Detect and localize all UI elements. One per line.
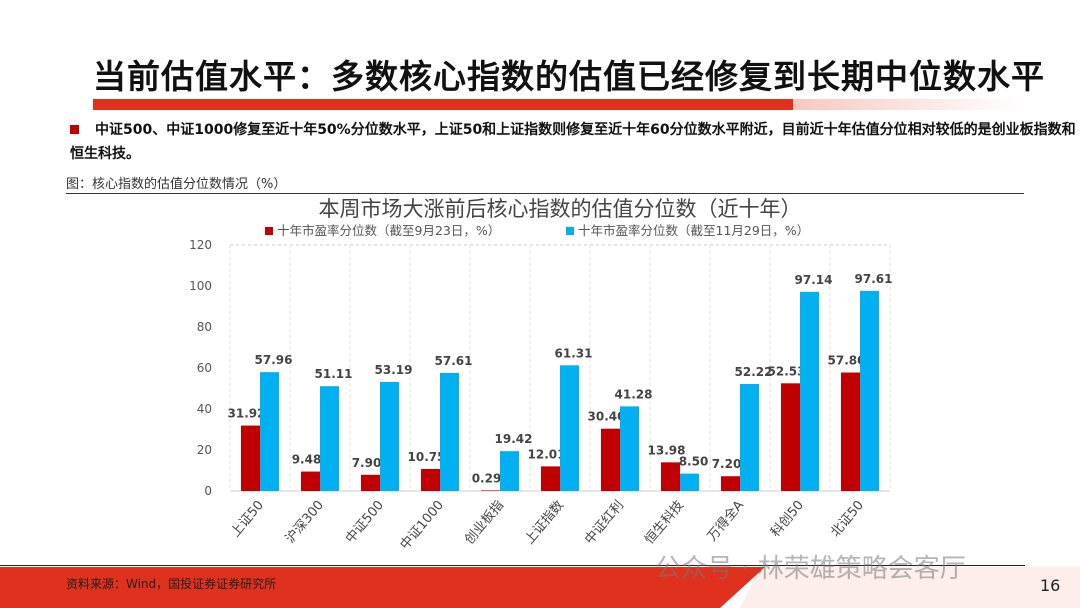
bar-nov29	[680, 473, 699, 491]
x-tick-label: 万得全A	[704, 497, 747, 544]
data-label: 51.11	[315, 367, 353, 381]
chart-title: 本周市场大涨前后核心指数的估值分位数（近十年）	[319, 197, 802, 221]
bar-sep23	[361, 474, 380, 491]
bar-nov29	[380, 381, 399, 491]
footer-band	[0, 567, 1080, 608]
data-label: 52.53	[768, 364, 806, 378]
bar-nov29	[800, 291, 819, 491]
x-tick-label: 中证1000	[398, 498, 447, 553]
bar-sep23	[841, 372, 860, 491]
data-label: 30.40	[588, 410, 626, 424]
data-label: 12.01	[528, 447, 566, 461]
data-label: 0.29	[472, 471, 502, 485]
bar-sep23	[721, 476, 740, 491]
x-tick-label: 中证500	[343, 498, 387, 547]
data-label: 97.14	[795, 273, 833, 287]
y-tick-label: 40	[197, 402, 212, 416]
data-label: 9.48	[292, 453, 322, 467]
data-label: 41.28	[615, 387, 653, 401]
bar-nov29	[320, 386, 339, 491]
bar-sep23	[541, 466, 560, 491]
title-underline-fade	[793, 99, 1023, 110]
bar-nov29	[440, 372, 459, 491]
bar-nov29	[260, 372, 279, 491]
bar-sep23	[241, 425, 260, 491]
x-tick-label: 上证50	[228, 498, 267, 540]
bar-sep23	[601, 428, 620, 491]
data-label: 57.96	[255, 353, 293, 367]
x-tick-label: 沪深300	[282, 497, 327, 546]
y-tick-label: 20	[197, 443, 212, 457]
bar-nov29	[500, 451, 519, 491]
data-label: 13.98	[648, 443, 686, 457]
x-tick-label: 科创50	[768, 498, 807, 540]
y-tick-label: 120	[189, 238, 212, 252]
page-title: 当前估值水平：多数核心指数的估值已经修复到长期中位数水平	[93, 57, 1045, 96]
x-tick-label: 恒生科技	[642, 498, 687, 547]
x-tick-label: 上证指数	[522, 498, 567, 547]
caption-divider	[66, 193, 1024, 194]
data-label: 7.20	[712, 457, 742, 471]
data-label: 97.61	[855, 272, 893, 286]
bar-nov29	[620, 406, 639, 491]
legend-label-1: 十年市盈率分位数（截至11月29日，%）	[578, 223, 809, 238]
y-tick-label: 80	[197, 320, 212, 334]
data-label: 52.22	[735, 365, 773, 379]
bar-sep23	[781, 383, 800, 491]
footer-divider	[0, 565, 1025, 566]
data-label: 8.50	[679, 455, 709, 469]
bar-nov29	[740, 383, 759, 491]
x-tick-label: 创业板指	[462, 498, 507, 547]
figure-caption: 图：核心指数的估值分位数情况（%）	[66, 177, 287, 192]
data-label: 31.92	[228, 407, 266, 421]
bar-sep23	[481, 490, 500, 491]
legend-swatch-1	[566, 227, 574, 235]
data-label: 57.61	[435, 354, 473, 368]
y-tick-label: 60	[197, 361, 212, 375]
bullet-marker	[70, 125, 79, 134]
bar-sep23	[661, 462, 680, 491]
data-label: 57.80	[828, 354, 866, 368]
page-number: 16	[1040, 576, 1061, 595]
watermark: 公众号 · 林荣雄策略会客厅	[655, 554, 966, 584]
data-label: 10.75	[408, 450, 446, 464]
data-label: 19.42	[495, 432, 533, 446]
data-label: 61.31	[555, 346, 593, 360]
bullet-text: 中证500、中证1000修复至近十年50%分位数水平，上证50和上证指数则修复至…	[70, 122, 1076, 162]
x-tick-label: 中证红利	[581, 497, 627, 547]
bar-nov29	[560, 365, 579, 491]
data-label: 7.90	[352, 456, 382, 470]
bar-nov29	[860, 290, 879, 491]
y-tick-label: 0	[204, 484, 212, 498]
x-tick-label: 北证50	[828, 498, 867, 540]
data-label: 53.19	[375, 363, 413, 377]
title-underline	[93, 99, 793, 110]
bar-sep23	[421, 468, 440, 491]
bar-sep23	[301, 471, 320, 491]
legend-swatch-0	[265, 227, 273, 235]
source-note: 资料来源：Wind，国投证券证券研究所	[66, 577, 277, 591]
y-tick-label: 100	[189, 279, 212, 293]
legend-label-0: 十年市盈率分位数（截至9月23日，%）	[277, 223, 500, 238]
